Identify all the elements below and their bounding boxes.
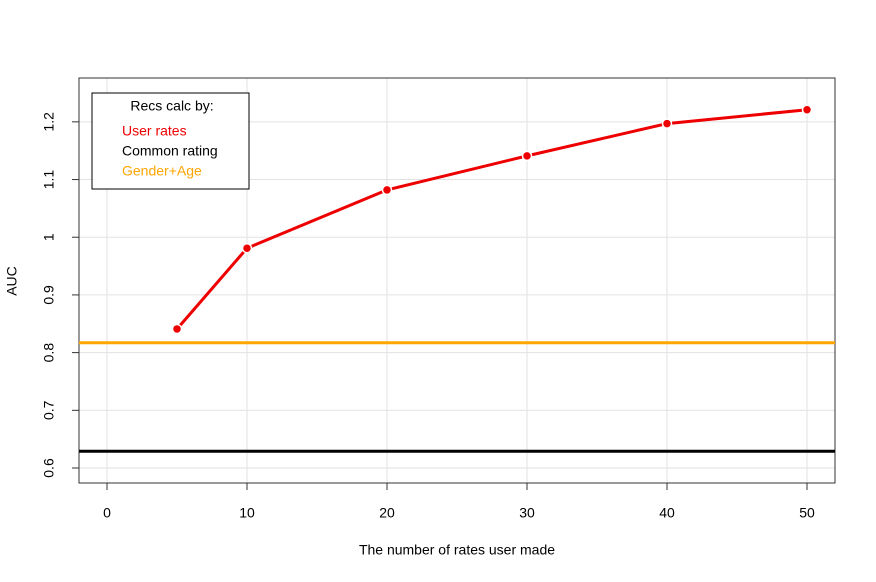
point bbox=[801, 104, 813, 115]
legend-title: Recs calc by: bbox=[130, 98, 213, 114]
point bbox=[241, 242, 253, 254]
y-tick-label: 0.9 bbox=[41, 285, 57, 305]
x-tick-label: 0 bbox=[103, 505, 111, 521]
x-tick-label: 40 bbox=[659, 505, 675, 521]
point bbox=[661, 118, 673, 129]
x-tick-label: 50 bbox=[799, 505, 815, 521]
y-tick-label: 1.2 bbox=[41, 112, 57, 132]
y-tick-label: 0.8 bbox=[41, 343, 57, 363]
x-axis-label: The number of rates user made bbox=[359, 542, 555, 558]
x-tick-label: 30 bbox=[519, 505, 535, 521]
y-axis-label: AUC bbox=[4, 266, 20, 296]
x-tick-label: 20 bbox=[379, 505, 395, 521]
y-tick-label: 0.6 bbox=[41, 458, 57, 478]
point bbox=[381, 184, 393, 196]
y-tick-label: 1 bbox=[41, 233, 57, 241]
y-tick-label: 1.1 bbox=[41, 170, 57, 190]
line bbox=[175, 108, 808, 330]
legend-box bbox=[91, 92, 250, 190]
x-tick-label: 10 bbox=[239, 505, 255, 521]
legend-entry: Gender+Age bbox=[122, 163, 202, 179]
y-tick-label: 0.7 bbox=[41, 400, 57, 420]
point bbox=[171, 323, 183, 335]
legend-entry: User rates bbox=[122, 123, 187, 139]
legend-entry: Common rating bbox=[122, 143, 218, 159]
point bbox=[521, 150, 533, 162]
